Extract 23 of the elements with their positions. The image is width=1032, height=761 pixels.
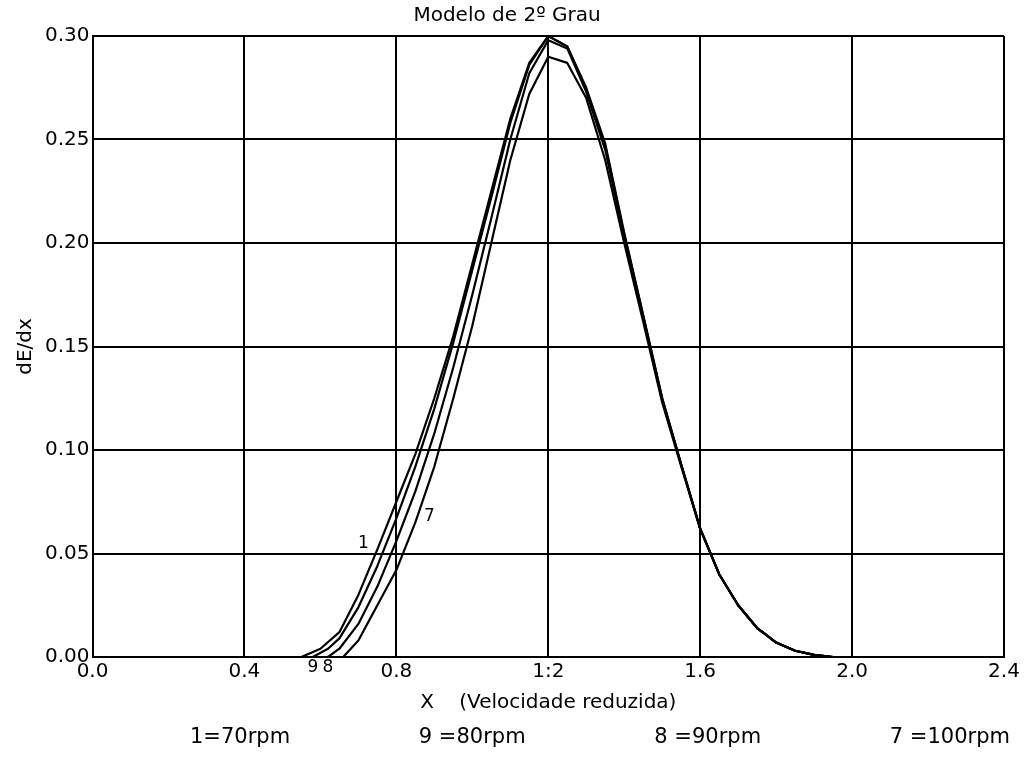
- y-tick-label: 0.30: [45, 22, 90, 47]
- x-tick-label: 2.0: [836, 658, 868, 683]
- text: 1=70rpm: [190, 724, 291, 748]
- y-axis-title: dE/dx: [12, 318, 37, 375]
- x-tick-label: 2.4: [988, 658, 1020, 683]
- y-tick-label: 0.20: [45, 229, 90, 254]
- y-tick-label: 0.05: [45, 539, 90, 564]
- x-tick-label: 1:2: [532, 658, 565, 683]
- x-tick-label: 0.4: [228, 658, 261, 683]
- y-tick-label: 0.15: [45, 332, 90, 357]
- annotation: 1: [357, 531, 369, 552]
- annotation: 7: [423, 504, 435, 525]
- text: 7 =100rpm: [889, 724, 1010, 748]
- x-tick-label: 1.6: [684, 658, 717, 683]
- y-tick-label: 0.25: [45, 125, 90, 150]
- x-tick-label: 0.8: [380, 658, 413, 683]
- chart-title: Modelo de 2º Grau: [413, 2, 601, 27]
- text: 8 =90rpm: [654, 724, 762, 748]
- text: 9 =80rpm: [418, 724, 526, 748]
- annotation: 8: [322, 656, 334, 677]
- y-tick-label: 0.10: [45, 436, 90, 461]
- annotation: 9: [307, 656, 319, 677]
- x-axis-title: X (Velocidade reduzida): [420, 689, 677, 714]
